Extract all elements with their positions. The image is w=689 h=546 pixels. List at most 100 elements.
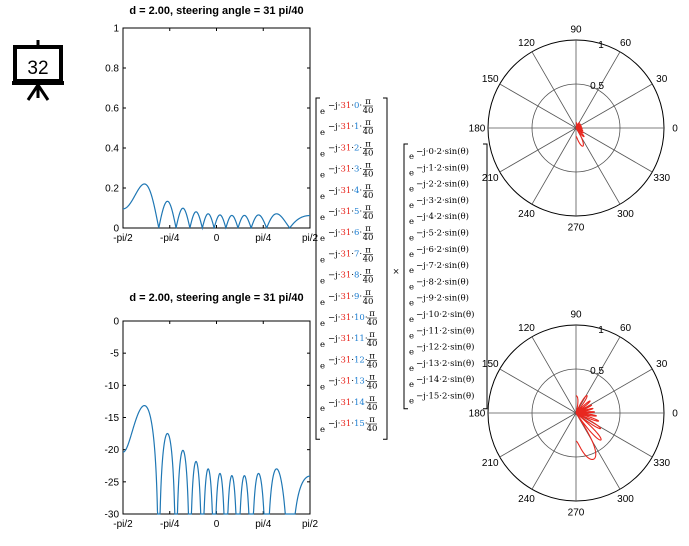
x-tick-label: -pi/2 [113, 233, 133, 244]
polar-spoke [499, 83, 577, 129]
steering-exponent: −j·31·11· [328, 334, 368, 344]
polar-angle-label: 330 [653, 173, 670, 184]
steering-base: e [320, 361, 325, 371]
array-exponent: −j·9·2·sin(θ) [416, 293, 469, 304]
polar-angle-label: 300 [617, 494, 634, 505]
array-base: e [409, 348, 414, 358]
steering-exponent: −j·31·8· [328, 271, 362, 281]
x-tick-label: -pi/4 [160, 233, 180, 244]
polar-angle-label: 270 [568, 508, 585, 519]
array-base: e [409, 168, 414, 178]
steering-base: e [320, 128, 325, 138]
steering-base: e [320, 171, 325, 181]
steering-base: e [320, 192, 325, 202]
x-tick-label: pi/4 [255, 233, 272, 244]
polar-spoke [575, 83, 653, 129]
polar-angle-label: 240 [518, 209, 535, 220]
steering-exponent: −j·31·9· [328, 292, 362, 302]
steering-base: e [320, 425, 325, 435]
polar-angle-label: 330 [653, 458, 670, 469]
polar-series-2 [575, 394, 602, 461]
array-exponent: −j·11·2·sin(θ) [416, 325, 474, 336]
array-exponent: −j·1·2·sin(θ) [416, 162, 469, 173]
x-tick-label: pi/2 [302, 519, 319, 530]
y-tick-label: 0.2 [105, 184, 119, 195]
array-base: e [409, 234, 414, 244]
polar-angle-label: 120 [518, 38, 535, 49]
polar-angle-label: 30 [656, 74, 668, 85]
array-base: e [409, 152, 414, 162]
polar-angle-label: 180 [469, 124, 486, 135]
steering-base: e [320, 383, 325, 393]
polar-angle-label: 150 [482, 74, 499, 85]
steering-base: e [320, 340, 325, 350]
polar-angle-label: 90 [570, 25, 582, 36]
array-exponent: −j·0·2·sin(θ) [416, 146, 469, 157]
array-exponent: −j·8·2·sin(θ) [416, 276, 469, 287]
steering-exponent: −j·31·13· [328, 377, 368, 387]
polar-spoke [531, 127, 577, 205]
polar-angle-label: 60 [620, 323, 632, 334]
x-tick-label: 0 [214, 233, 220, 244]
polar-angle-label: 240 [518, 494, 535, 505]
polar-spoke [531, 336, 577, 414]
polar-series-1 [575, 121, 585, 147]
polar-spoke [499, 368, 577, 414]
steering-frac-num: π [365, 288, 371, 298]
polar-angle-label: 210 [482, 458, 499, 469]
array-exponent: −j·12·2·sin(θ) [416, 342, 474, 353]
y-tick-label: -30 [105, 510, 120, 521]
steering-frac-den: 40 [367, 339, 378, 349]
steering-frac-den: 40 [367, 424, 378, 434]
array-exponent: −j·4·2·sin(θ) [416, 211, 469, 222]
steering-frac-num: π [365, 139, 371, 149]
array-exponent: −j·10·2·sin(θ) [416, 309, 474, 320]
steering-frac-num: π [369, 330, 375, 340]
polar-spoke [575, 127, 621, 205]
y-tick-label: 0 [113, 317, 119, 328]
steering-exponent: −j·31·12· [328, 355, 368, 365]
multiply-sign: × [392, 267, 399, 277]
polar-angle-label: 0 [672, 124, 678, 135]
steering-frac-num: π [365, 97, 371, 107]
steering-frac-num: π [369, 309, 375, 319]
steering-exponent: −j·31·5· [328, 207, 362, 217]
array-exponent: −j·3·2·sin(θ) [416, 195, 469, 206]
array-exponent: −j·5·2·sin(θ) [416, 228, 469, 239]
steering-frac-den: 40 [367, 360, 378, 370]
frame-number: 32 [27, 58, 49, 79]
steering-frac-num: π [369, 351, 375, 361]
steering-frac-den: 40 [363, 148, 374, 158]
steering-frac-den: 40 [363, 276, 374, 286]
polar-radial-label: 0.5 [590, 81, 604, 92]
steering-exponent: −j·31·7· [328, 249, 362, 259]
steering-base: e [320, 213, 325, 223]
steering-base: e [320, 107, 325, 117]
polar-spoke [499, 412, 577, 458]
array-exponent: −j·15·2·sin(θ) [416, 391, 474, 402]
steering-base: e [320, 255, 325, 265]
steering-frac-num: π [365, 203, 371, 213]
x-tick-label: pi/2 [302, 233, 319, 244]
array-base: e [409, 315, 414, 325]
array-bracket-left [403, 143, 408, 410]
steering-bracket-left [315, 97, 320, 440]
plot-area-1 [122, 27, 311, 229]
polar-spoke [575, 127, 653, 173]
array-base: e [409, 331, 414, 341]
steering-exponent: −j·31·10· [328, 313, 368, 323]
steering-frac-den: 40 [363, 254, 374, 264]
array-base: e [409, 185, 414, 195]
steering-frac-den: 40 [363, 170, 374, 180]
polar-spoke [575, 412, 621, 490]
steering-exponent: −j·31·0· [328, 101, 362, 111]
steering-frac-den: 40 [367, 318, 378, 328]
polar-angle-label: 150 [482, 359, 499, 370]
polar-spoke [575, 336, 621, 414]
array-exponent: −j·14·2·sin(θ) [416, 374, 474, 385]
steering-frac-den: 40 [363, 191, 374, 201]
series-line-1 [123, 183, 310, 231]
polar-radial-label: 1 [598, 40, 604, 51]
array-base: e [409, 299, 414, 309]
polar-angle-label: 90 [570, 310, 582, 321]
